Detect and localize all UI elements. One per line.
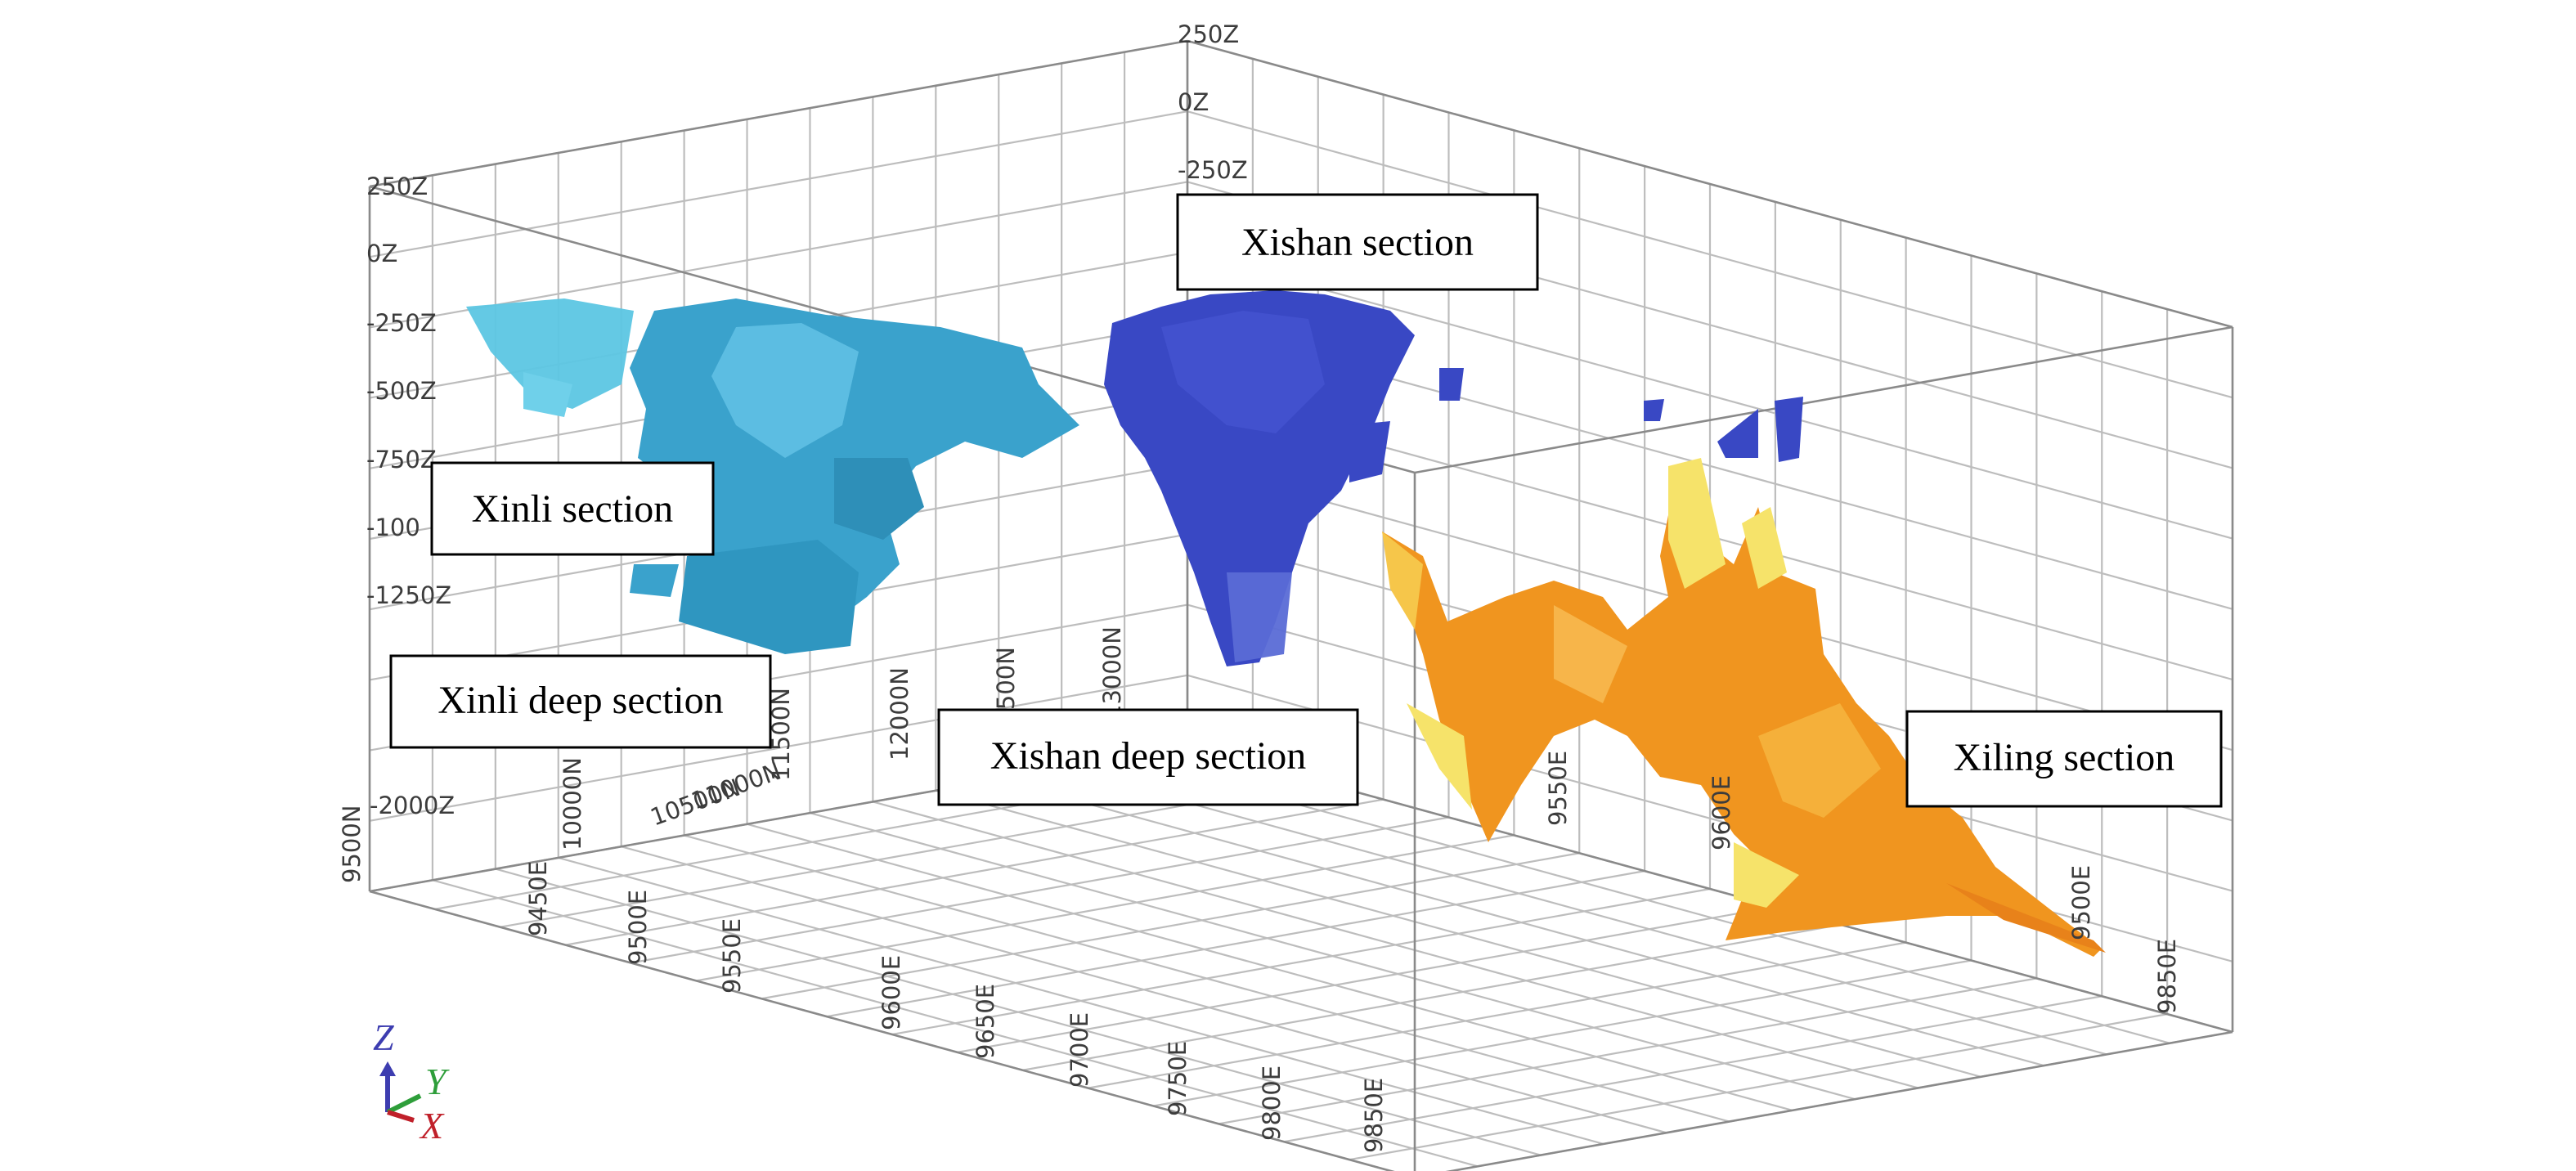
- axis-orientation-indicator: Z Y X: [373, 1016, 450, 1146]
- label-xishan-deep-section: Xishan deep section: [937, 708, 1359, 806]
- z-tick-center-1: 250Z: [1178, 20, 1239, 48]
- floor-grid-line: [1218, 977, 2037, 1125]
- z-tick-left-5: -750Z: [366, 446, 437, 473]
- z-arrowhead-icon: [379, 1061, 396, 1076]
- z-tick-left-6: -100: [366, 514, 420, 541]
- label-xishan-section: Xishan section: [1176, 193, 1539, 291]
- label-xiling-text: Xiling section: [1954, 736, 2175, 779]
- floor-grid-line: [891, 887, 1711, 1036]
- e-tick-right-3: 9500E: [2067, 865, 2095, 940]
- right-wall-grid-line: [1187, 110, 2233, 399]
- floor-grid-line: [1088, 941, 1906, 1089]
- left-wall-grid-line: [369, 674, 1188, 822]
- z-tick-left-4: -500Z: [366, 377, 437, 405]
- e-tick-2: 9500E: [624, 890, 652, 965]
- floor-grid-line: [1284, 995, 2103, 1143]
- z-tick-center-3: -250Z: [1178, 156, 1248, 184]
- floor-grid-line: [1349, 1013, 2168, 1161]
- e-tick-3: 9550E: [718, 918, 746, 994]
- z-tick-left-7: -1250Z: [366, 581, 451, 609]
- label-xishan-text: Xishan section: [1241, 221, 1474, 264]
- n-tick-5: 11500N: [767, 688, 795, 781]
- e-tick-6: 9700E: [1066, 1012, 1093, 1088]
- e-tick-5: 9650E: [972, 984, 999, 1059]
- y-axis-label: Y: [425, 1061, 450, 1102]
- z-axis-label: Z: [373, 1016, 394, 1058]
- xiling-orebody: [1382, 458, 2106, 957]
- e-tick-9: 9850E: [1360, 1078, 1388, 1153]
- e-tick-right-2: 9600E: [1708, 775, 1735, 850]
- floor-grid-line: [565, 798, 1384, 946]
- n-tick-2: 10000N: [559, 757, 586, 850]
- e-axis-ticks: 9450E 9500E 9550E 9600E 9650E 9700E 9750…: [524, 861, 1388, 1153]
- z-tick-left-8: -2000Z: [370, 792, 455, 819]
- e-tick-8: 9800E: [1258, 1066, 1286, 1141]
- x-axis-label: X: [419, 1105, 445, 1146]
- left-wall-grid-line: [369, 110, 1188, 258]
- n-tick-8: 13000N: [1098, 626, 1126, 720]
- z-tick-left-1: 250Z: [366, 173, 428, 200]
- xinli-orebody: [466, 298, 1079, 654]
- floor-grid-line: [761, 852, 1580, 1000]
- x-axis-arrow: [387, 1110, 415, 1123]
- floor-grid-line: [696, 834, 1515, 982]
- label-xinli-deep-section: Xinli deep section: [389, 654, 772, 749]
- n-tick-1: 9500N: [338, 805, 366, 884]
- floor-grid-line: [826, 870, 1645, 1018]
- floor-grid-line: [957, 905, 1776, 1053]
- z-tick-center-2: 0Z: [1178, 88, 1209, 116]
- label-xinli-section: Xinli section: [430, 461, 715, 556]
- label-xinli-text: Xinli section: [472, 487, 674, 531]
- y-axis-arrow: [386, 1093, 422, 1115]
- label-xinli-deep-text: Xinli deep section: [438, 679, 723, 722]
- label-xishan-deep-text: Xishan deep section: [990, 734, 1307, 778]
- label-xiling-section: Xiling section: [1905, 710, 2223, 808]
- e-tick-4: 9600E: [877, 955, 905, 1030]
- e-axis-ticks-right: 9550E 9600E 9500E 9850E: [1544, 751, 2181, 1014]
- n-axis-ticks: 9500N 10000N 10500N 11000N 11500N 12000N…: [338, 626, 1126, 883]
- right-wall-grid-line: [1187, 251, 2233, 540]
- z-tick-left-3: -250Z: [366, 309, 437, 337]
- floor-grid-line: [1153, 959, 1972, 1107]
- right-wall-grid-line: [1187, 674, 2233, 962]
- e-tick-right-4: 9850E: [2153, 939, 2181, 1014]
- floor-grid-line: [1022, 923, 1841, 1071]
- e-tick-right-1: 9550E: [1544, 751, 1572, 826]
- z-tick-left-2: 0Z: [366, 240, 397, 267]
- xishan-orebody: [1104, 290, 1803, 666]
- floor-grid-line: [631, 816, 1449, 964]
- left-wall-grid-line: [369, 181, 1188, 329]
- n-tick-6: 12000N: [886, 667, 913, 760]
- e-tick-7: 9750E: [1164, 1041, 1192, 1116]
- e-tick-1: 9450E: [524, 861, 552, 936]
